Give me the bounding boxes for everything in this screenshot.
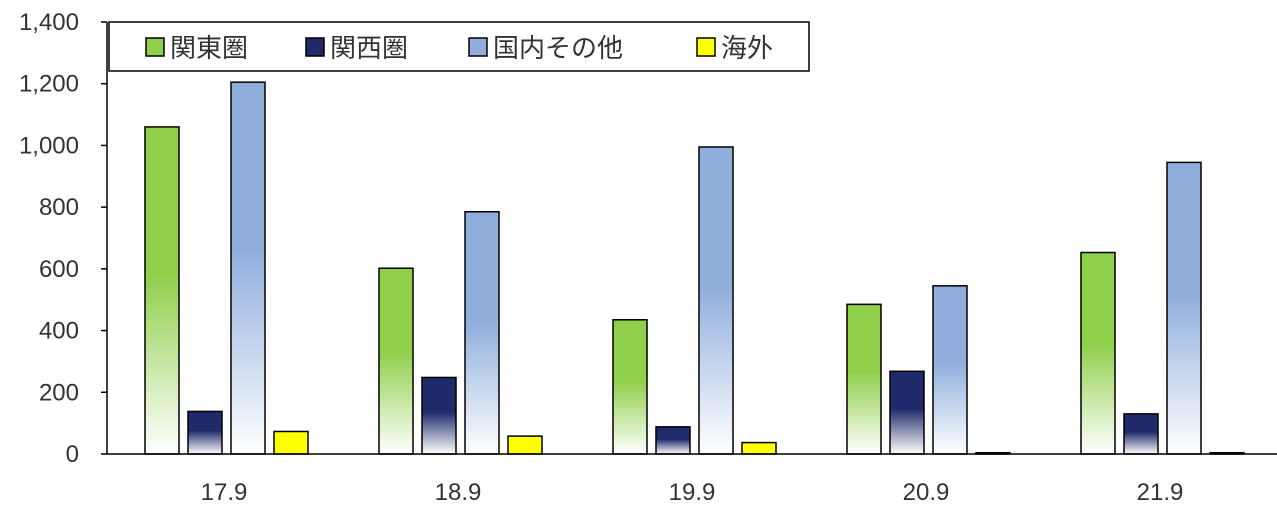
x-tick-label: 19.9: [669, 479, 716, 506]
x-tick-label: 20.9: [903, 479, 950, 506]
y-tick-label: 400: [39, 318, 79, 345]
x-axis-ticks: 17.9 18.9 19.9 20.9 21.9: [201, 479, 1184, 506]
bars-layer: [144, 81, 1245, 455]
y-tick-label: 600: [39, 256, 79, 283]
bar-series-2-4: [1166, 161, 1202, 455]
legend-box: [108, 21, 810, 72]
bar-series-2-0: [230, 81, 266, 455]
x-tick-label: 17.9: [201, 479, 248, 506]
bar-series-3-2: [741, 441, 777, 455]
bar-series-0-0: [144, 126, 180, 455]
legend-label-series-3: 海外: [721, 34, 773, 64]
x-tick-label: 21.9: [1137, 479, 1184, 506]
bar-series-1-0: [187, 410, 223, 455]
bar-series-1-3: [889, 370, 925, 455]
bar-series-0-1: [378, 267, 414, 455]
y-tick-label: 800: [39, 194, 79, 221]
y-tick-label: 1,000: [19, 132, 79, 159]
bar-series-0-3: [846, 303, 882, 455]
bar-series-1-1: [421, 376, 457, 455]
y-tick-label: 1,200: [19, 71, 79, 98]
y-tick-label: 0: [66, 441, 79, 468]
legend-label-series-2: 国内その他: [493, 34, 623, 64]
legend-swatch-series-0: [145, 37, 165, 57]
bar-series-2-3: [932, 285, 968, 455]
bar-series-2-2: [698, 146, 734, 455]
legend-swatch-series-1: [305, 37, 325, 57]
bar-series-1-4: [1123, 413, 1159, 455]
legend-label-series-1: 関西圏: [330, 34, 408, 64]
x-tick-label: 18.9: [435, 479, 482, 506]
bar-series-3-0: [273, 430, 309, 455]
bar-series-2-1: [464, 211, 500, 455]
bar-series-0-2: [612, 319, 648, 455]
bar-series-1-2: [655, 426, 691, 455]
y-tick-label: 1,400: [19, 9, 79, 36]
y-tick-label: 200: [39, 379, 79, 406]
axes: [106, 22, 1277, 455]
y-axis-ticks: 0 200 400 600 800 1,000 1,200 1,400: [19, 9, 107, 468]
bar-series-3-1: [507, 435, 543, 455]
bar-series-0-4: [1080, 251, 1116, 455]
legend-label-series-0: 関東圏: [170, 34, 248, 64]
legend: 関東圏 関西圏 国内その他 海外: [108, 21, 810, 72]
legend-swatch-series-3: [696, 37, 716, 57]
legend-swatch-series-2: [468, 37, 488, 57]
